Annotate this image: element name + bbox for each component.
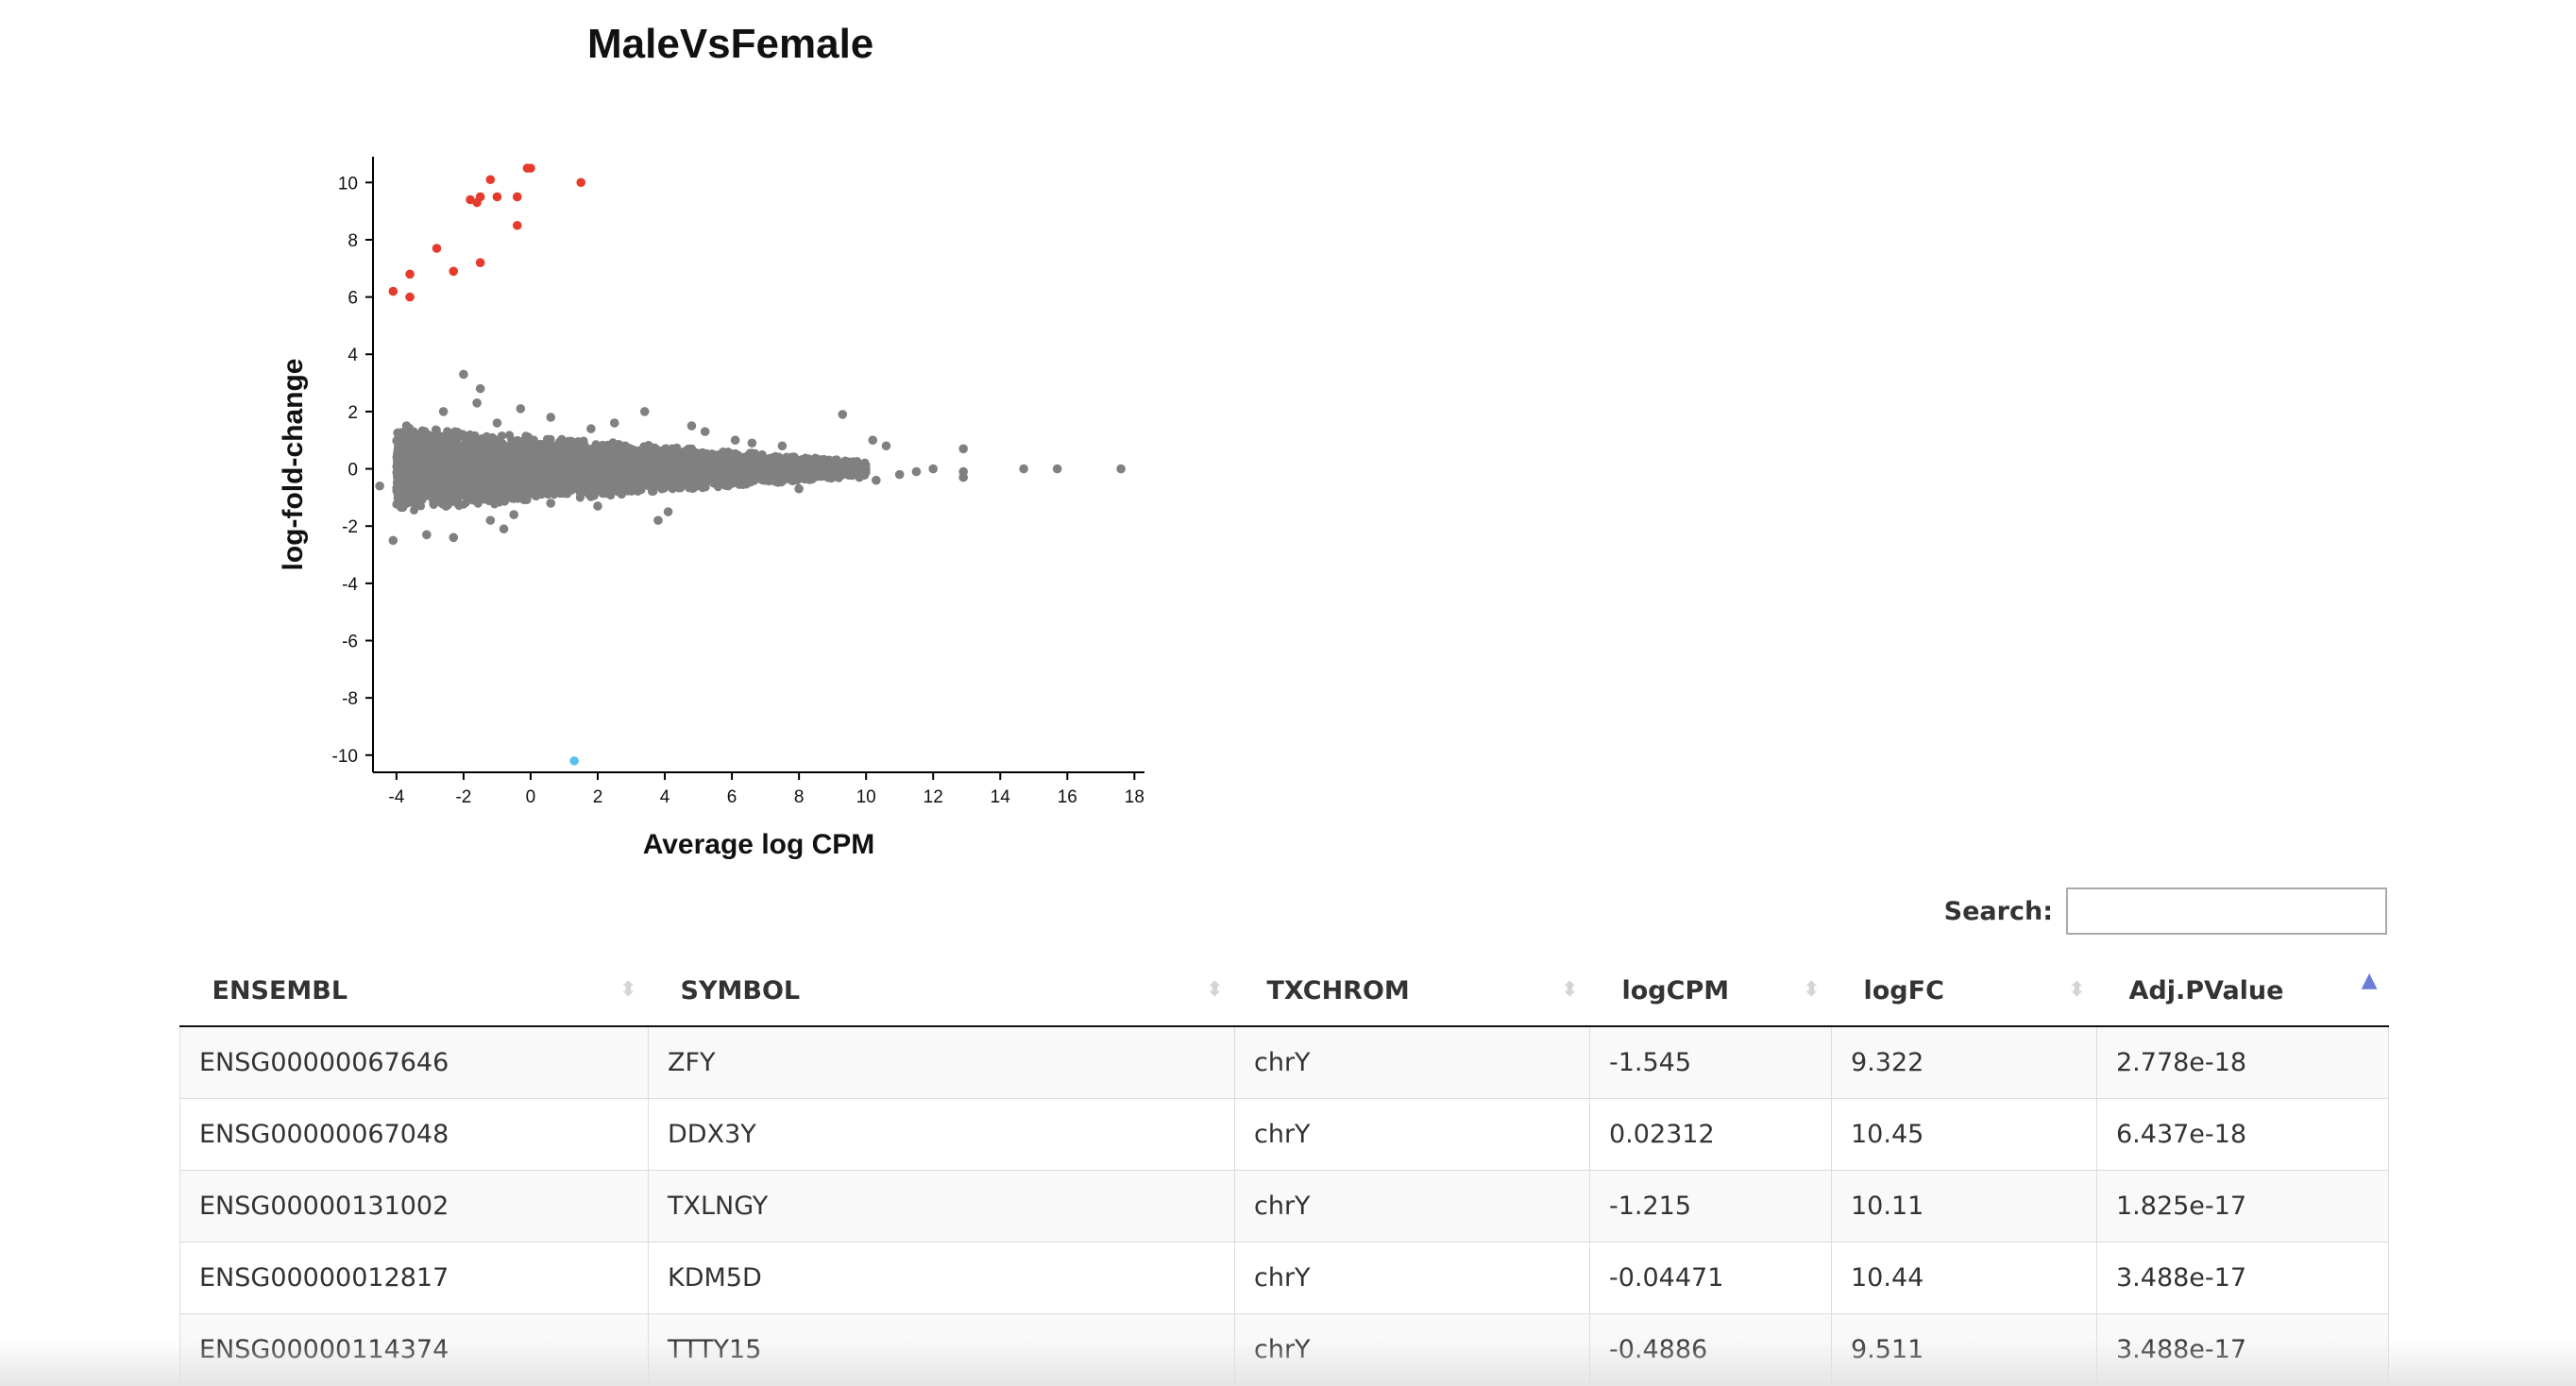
x-tick-label: 16 — [1058, 787, 1077, 807]
y-tick-label: 0 — [347, 461, 358, 481]
series-not-significant-bulk — [392, 423, 871, 515]
y-tick-label: -6 — [342, 633, 358, 652]
y-tick-label: 2 — [347, 403, 358, 423]
x-tick-label: 12 — [924, 787, 943, 807]
x-tick-label: 14 — [991, 787, 1011, 807]
y-tick-label: 4 — [347, 346, 358, 365]
x-tick-label: -4 — [388, 787, 404, 807]
x-tick-label: 10 — [856, 787, 876, 807]
y-axis-label: log-fold-change — [278, 359, 309, 571]
y-tick-label: -4 — [342, 575, 358, 595]
plot-title: MaleVsFemale — [587, 21, 874, 67]
x-tick-label: 18 — [1125, 787, 1144, 807]
y-tick-label: 8 — [347, 231, 358, 251]
y-tick-label: -2 — [342, 517, 358, 537]
x-tick-label: 4 — [660, 787, 670, 807]
x-tick-label: -2 — [455, 787, 471, 807]
x-tick-label: 0 — [526, 787, 536, 807]
ma-plot[interactable]: -10 -8 -6 -4 -2 0 2 4 6 8 10 -4 -2 0 2 4 6 8 10 12 14 16 18 Ave… — [255, 132, 1209, 878]
x-tick-label: 6 — [727, 787, 737, 807]
y-tick-label: -8 — [342, 689, 358, 709]
x-axis-label: Average log CPM — [643, 829, 875, 860]
x-tick-label: 2 — [593, 787, 603, 807]
y-tick-label: 10 — [338, 174, 358, 194]
y-tick-label: -10 — [332, 747, 358, 767]
x-tick-label: 8 — [794, 787, 805, 807]
y-tick-label: 6 — [347, 289, 358, 309]
